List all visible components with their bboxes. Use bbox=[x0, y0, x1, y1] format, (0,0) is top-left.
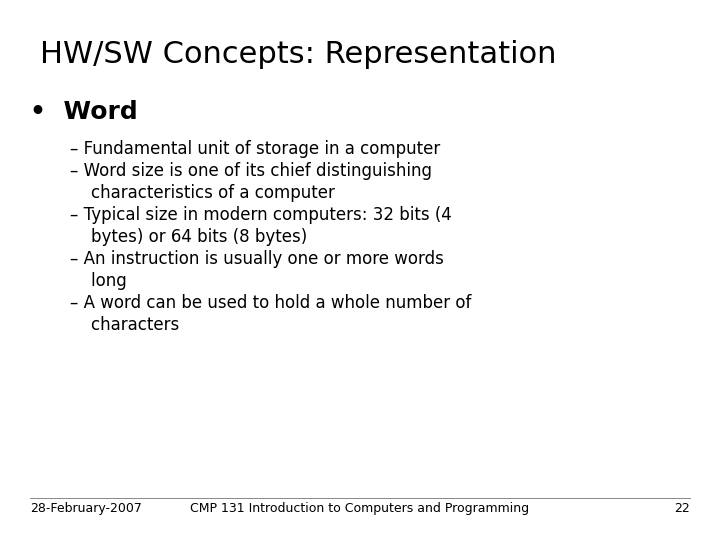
Text: CMP 131 Introduction to Computers and Programming: CMP 131 Introduction to Computers and Pr… bbox=[190, 502, 530, 515]
Text: HW/SW Concepts: Representation: HW/SW Concepts: Representation bbox=[40, 40, 557, 69]
Text: – Fundamental unit of storage in a computer: – Fundamental unit of storage in a compu… bbox=[70, 140, 440, 158]
Text: bytes) or 64 bits (8 bytes): bytes) or 64 bits (8 bytes) bbox=[70, 228, 307, 246]
Text: characters: characters bbox=[70, 316, 179, 334]
Text: 28-February-2007: 28-February-2007 bbox=[30, 502, 142, 515]
Text: characteristics of a computer: characteristics of a computer bbox=[70, 184, 335, 202]
Text: •  Word: • Word bbox=[30, 100, 138, 124]
Text: – Typical size in modern computers: 32 bits (4: – Typical size in modern computers: 32 b… bbox=[70, 206, 451, 224]
Text: long: long bbox=[70, 272, 127, 290]
Text: – A word can be used to hold a whole number of: – A word can be used to hold a whole num… bbox=[70, 294, 472, 312]
Text: – Word size is one of its chief distinguishing: – Word size is one of its chief distingu… bbox=[70, 162, 432, 180]
Text: – An instruction is usually one or more words: – An instruction is usually one or more … bbox=[70, 250, 444, 268]
Text: 22: 22 bbox=[674, 502, 690, 515]
